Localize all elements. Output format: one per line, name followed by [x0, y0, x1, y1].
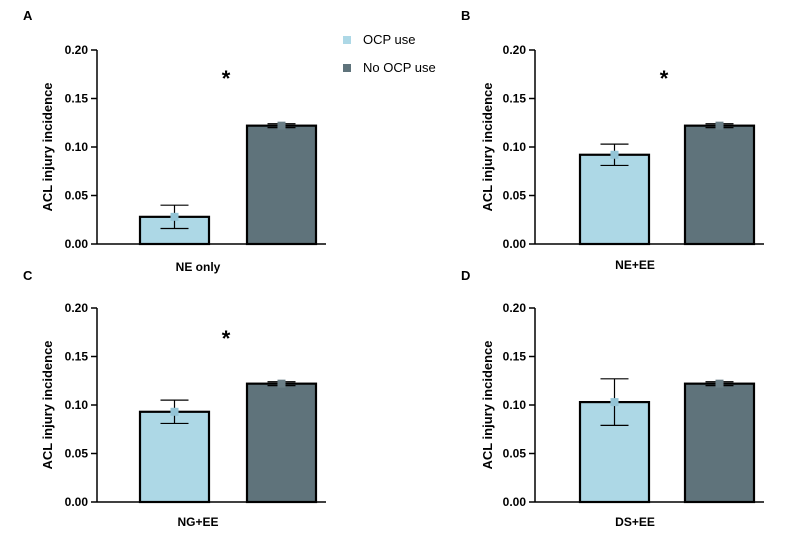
significance-star: *	[222, 326, 231, 351]
y-axis-label: ACL injury incidence	[480, 340, 495, 469]
y-tick-label: 0.15	[65, 92, 89, 106]
panel-letter: D	[461, 268, 470, 283]
data-point	[170, 407, 179, 416]
y-axis-label: ACL injury incidence	[480, 82, 495, 211]
data-point	[610, 150, 619, 159]
y-tick-label: 0.05	[503, 189, 527, 203]
y-axis-label: ACL injury incidence	[40, 340, 55, 469]
data-point	[715, 121, 724, 130]
bar-no-ocp-use	[683, 124, 756, 246]
bar-ocp-use	[578, 153, 651, 246]
y-tick-label: 0.10	[65, 398, 89, 412]
panel-b: B ACL injury incidence 0.00 0.05 0.10 0.15 0.2…	[461, 8, 764, 272]
y-tick-label: 0.00	[65, 495, 89, 509]
y-tick-label: 0.10	[503, 140, 527, 154]
panel-letter: B	[461, 8, 470, 23]
data-point	[277, 121, 286, 130]
legend-swatch	[343, 36, 351, 44]
y-tick-label: 0.00	[503, 495, 527, 509]
y-tick-label: 0.00	[503, 237, 527, 251]
bar-no-ocp-use	[683, 382, 756, 504]
y-tick-label: 0.20	[503, 301, 527, 315]
y-tick-label: 0.00	[65, 237, 89, 251]
data-point	[715, 379, 724, 388]
panel-letter: C	[23, 268, 33, 283]
y-tick-label: 0.05	[65, 447, 89, 461]
significance-star: *	[660, 66, 669, 91]
data-point	[170, 212, 179, 221]
y-tick-label: 0.10	[65, 140, 89, 154]
panel-c: C ACL injury incidence 0.00 0.05 0.10 0.15 0.2…	[23, 268, 326, 529]
y-tick-label: 0.20	[65, 301, 89, 315]
y-tick-label: 0.20	[503, 43, 527, 57]
x-category-label: NG+EE	[177, 515, 218, 529]
significance-star: *	[222, 66, 231, 91]
y-tick-label: 0.20	[65, 43, 89, 57]
y-tick-label: 0.05	[503, 447, 527, 461]
x-category-label: DS+EE	[615, 515, 655, 529]
legend-swatch	[343, 64, 351, 72]
y-tick-label: 0.15	[65, 350, 89, 364]
panel-letter: A	[23, 8, 33, 23]
legend: OCP use No OCP use	[343, 32, 436, 75]
y-tick-label: 0.15	[503, 92, 527, 106]
bar-no-ocp-use	[245, 124, 318, 246]
legend-label: OCP use	[363, 32, 416, 47]
legend-label: No OCP use	[363, 60, 436, 75]
y-tick-label: 0.15	[503, 350, 527, 364]
y-axis-label: ACL injury incidence	[40, 82, 55, 211]
bar-ocp-use	[138, 410, 211, 504]
y-tick-label: 0.05	[65, 189, 89, 203]
x-category-label: NE+EE	[615, 258, 655, 272]
y-tick-label: 0.10	[503, 398, 527, 412]
data-point	[610, 398, 619, 407]
x-category-label: NE only	[176, 260, 221, 274]
panel-d: D ACL injury incidence 0.00 0.05 0.10 0.15 0.2…	[461, 268, 764, 529]
data-point	[277, 379, 286, 388]
panel-a: A ACL injury incidence 0.00 0.05 0.10 0.15 0.2…	[23, 8, 326, 274]
bar-no-ocp-use	[245, 382, 318, 504]
